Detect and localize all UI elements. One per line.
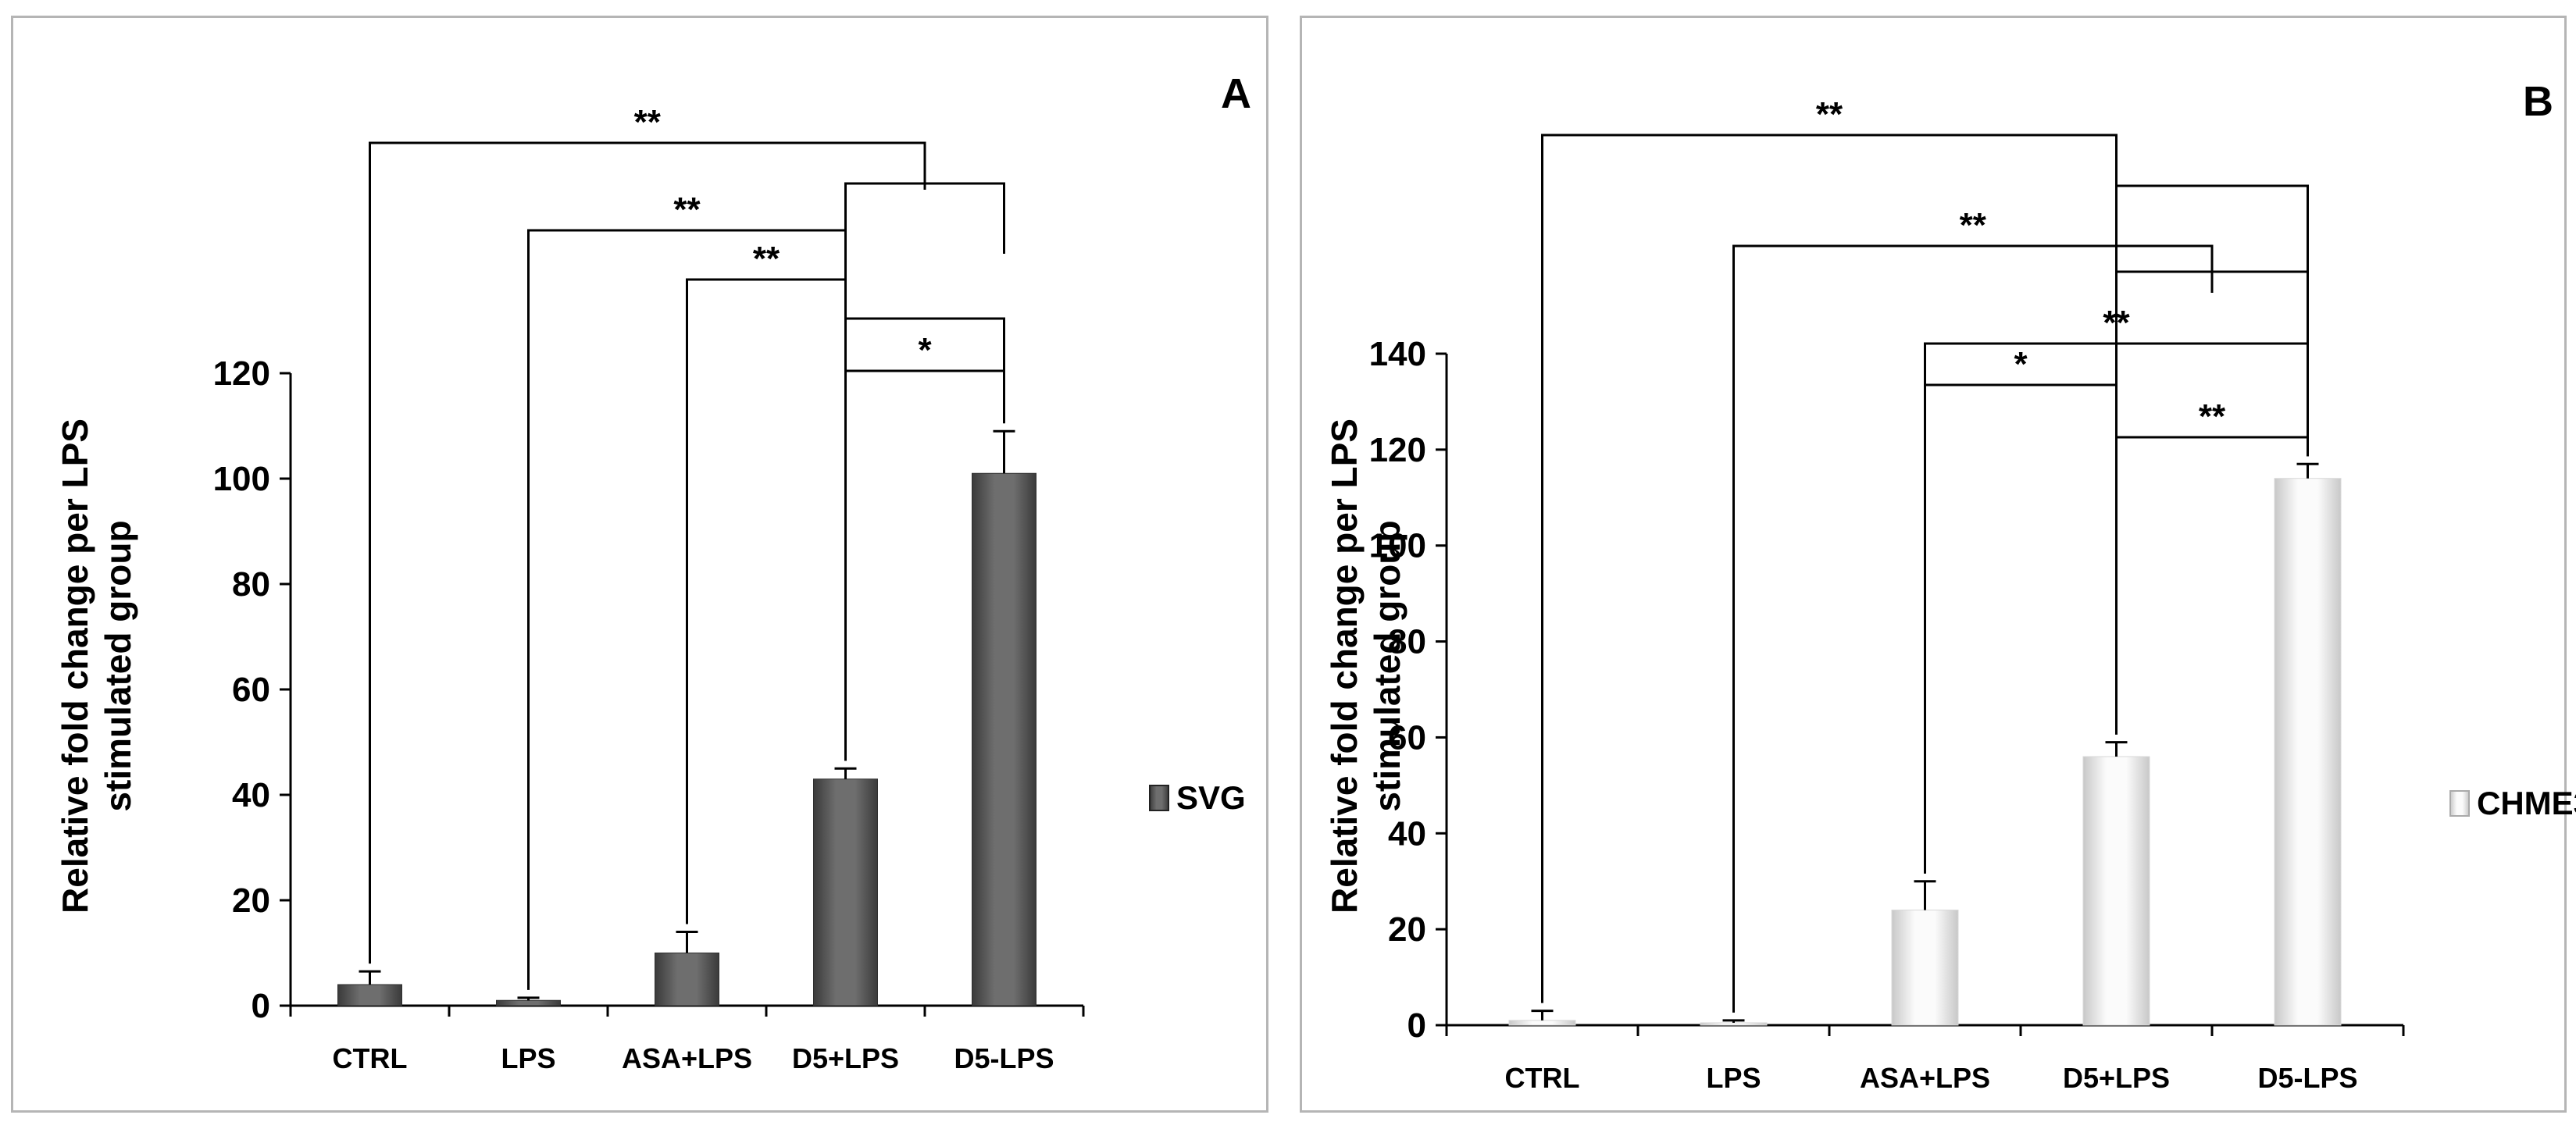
y-axis-label-line2: stimulated group — [98, 520, 138, 811]
y-tick-label: 120 — [1369, 431, 1426, 469]
chart-b-svg: B Relative fold change per LPS stimulated … — [1324, 78, 2576, 1094]
bar-asa-lps — [1891, 910, 1959, 1026]
significance-stars: ** — [1816, 95, 1843, 134]
y-tick-label: 20 — [232, 882, 270, 920]
y-tick-label: 140 — [1369, 335, 1426, 373]
x-category-label: D5+LPS — [792, 1042, 899, 1074]
chart-a-svg: A Relative fold change per LPS stimulated … — [55, 70, 1251, 1074]
bar-asa-lps — [655, 953, 719, 1006]
y-tick-label: 60 — [232, 671, 270, 709]
x-category-label: CTRL — [333, 1042, 408, 1074]
y-tick-label: 0 — [1408, 1006, 1426, 1045]
x-category-label: LPS — [501, 1042, 555, 1074]
significance-stars: * — [2014, 345, 2028, 383]
x-category-label: D5+LPS — [2063, 1062, 2170, 1094]
legend-swatch — [2449, 790, 2470, 817]
y-tick-label: 20 — [1388, 910, 1426, 949]
significance-bracket — [1541, 134, 2118, 1003]
bar-lps — [496, 999, 561, 1006]
x-category-label: D5-LPS — [954, 1042, 1054, 1074]
significance-stars: ** — [2199, 397, 2226, 436]
significance-bracket — [844, 182, 1005, 254]
panel-label: A — [1221, 70, 1251, 117]
x-category-label: ASA+LPS — [622, 1042, 752, 1074]
x-category-label: CTRL — [1505, 1062, 1580, 1094]
y-tick-label: 80 — [1388, 623, 1426, 661]
significance-bracket — [844, 369, 1005, 761]
panel-label: B — [2523, 78, 2553, 125]
y-tick-label: 100 — [1369, 527, 1426, 565]
y-tick-label: 60 — [1388, 718, 1426, 757]
y-tick-label: 0 — [252, 987, 270, 1025]
bar-d5-lps — [2082, 756, 2150, 1026]
significance-bracket — [2115, 184, 2309, 735]
panel-a: A Relative fold change per LPS stimulated … — [11, 16, 1268, 1113]
significance-bracket — [844, 317, 1005, 389]
bar-d5-lps — [813, 778, 878, 1006]
significance-stars: ** — [1960, 206, 1987, 244]
y-axis-label-line2: stimulated group — [1367, 520, 1408, 811]
x-category-label: ASA+LPS — [1860, 1062, 1990, 1094]
legend-label: CHME3 — [2477, 785, 2576, 821]
y-tick-label: 100 — [213, 460, 270, 498]
bar-d5-lps — [972, 472, 1036, 1006]
significance-stars: ** — [753, 240, 780, 278]
y-axis-label-line1: Relative fold change per LPS — [1324, 419, 1365, 914]
bar-lps — [1700, 1022, 1768, 1026]
x-category-label: D5-LPS — [2257, 1062, 2357, 1094]
significance-bracket — [369, 141, 926, 964]
x-category-label: LPS — [1706, 1062, 1761, 1094]
bar-d5-lps — [2274, 478, 2342, 1026]
significance-stars: * — [918, 331, 932, 369]
y-tick-label: 40 — [232, 776, 270, 814]
bar-ctrl — [337, 984, 402, 1006]
significance-stars: ** — [634, 103, 662, 141]
significance-stars: ** — [673, 191, 701, 229]
panel-b: B Relative fold change per LPS stimulated … — [1300, 16, 2576, 1113]
y-tick-label: 40 — [1388, 814, 1426, 853]
legend-swatch — [1149, 785, 1169, 811]
y-tick-label: 120 — [213, 354, 270, 393]
legend-label: SVG — [1176, 779, 1246, 816]
y-axis-label-line1: Relative fold change per LPS — [55, 419, 95, 914]
bar-ctrl — [1508, 1020, 1576, 1026]
significance-bracket — [1732, 244, 2214, 1013]
y-tick-label: 80 — [232, 565, 270, 604]
